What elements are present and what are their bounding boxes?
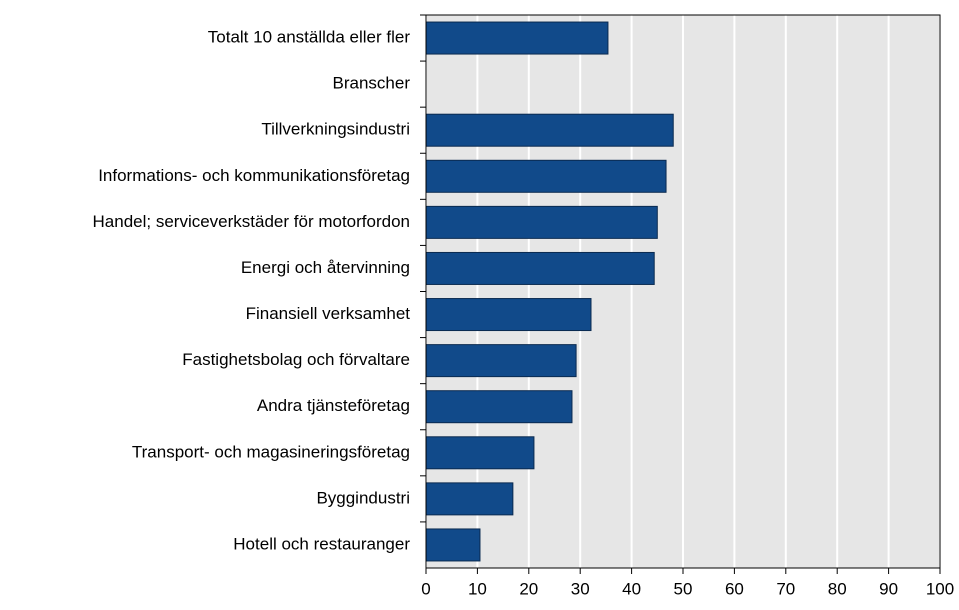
- bar: [425, 528, 481, 562]
- y-tick-label: Totalt 10 anställda eller fler: [208, 28, 411, 47]
- y-tick-label: Tillverkningsindustri: [261, 120, 410, 139]
- y-tick-label: Handel; serviceverkstäder för motorfordo…: [93, 212, 410, 231]
- bar: [425, 482, 514, 516]
- bar: [425, 205, 658, 239]
- y-tick-label: Finansiell verksamhet: [246, 304, 411, 323]
- bar: [425, 436, 535, 470]
- y-tick-label: Energi och återvinning: [241, 258, 410, 277]
- y-tick-label: Branscher: [333, 74, 411, 93]
- bar: [425, 298, 592, 332]
- bar: [425, 113, 674, 147]
- bar: [425, 344, 577, 378]
- y-tick-label: Hotell och restauranger: [233, 534, 410, 553]
- bar: [425, 21, 609, 55]
- x-tick-label: 0: [421, 579, 430, 598]
- y-tick-label: Byggindustri: [316, 488, 410, 507]
- bar: [425, 159, 667, 193]
- y-tick-label: Fastighetsbolag och förvaltare: [182, 350, 410, 369]
- x-tick-label: 70: [776, 579, 795, 598]
- x-tick-label: 10: [468, 579, 487, 598]
- x-tick-label: 50: [674, 579, 693, 598]
- x-tick-label: 90: [879, 579, 898, 598]
- x-tick-label: 100: [926, 579, 954, 598]
- x-tick-label: 30: [571, 579, 590, 598]
- y-tick-label: Andra tjänsteföretag: [257, 396, 410, 415]
- bar: [425, 251, 655, 285]
- x-tick-label: 60: [725, 579, 744, 598]
- bar: [425, 390, 573, 424]
- x-tick-label: 20: [519, 579, 538, 598]
- y-tick-label: Transport- och magasineringsföretag: [132, 442, 410, 461]
- y-tick-label: Informations- och kommunikationsföretag: [98, 166, 410, 185]
- plot-border: [425, 14, 941, 569]
- x-tick-label: 40: [622, 579, 641, 598]
- x-tick-label: 80: [828, 579, 847, 598]
